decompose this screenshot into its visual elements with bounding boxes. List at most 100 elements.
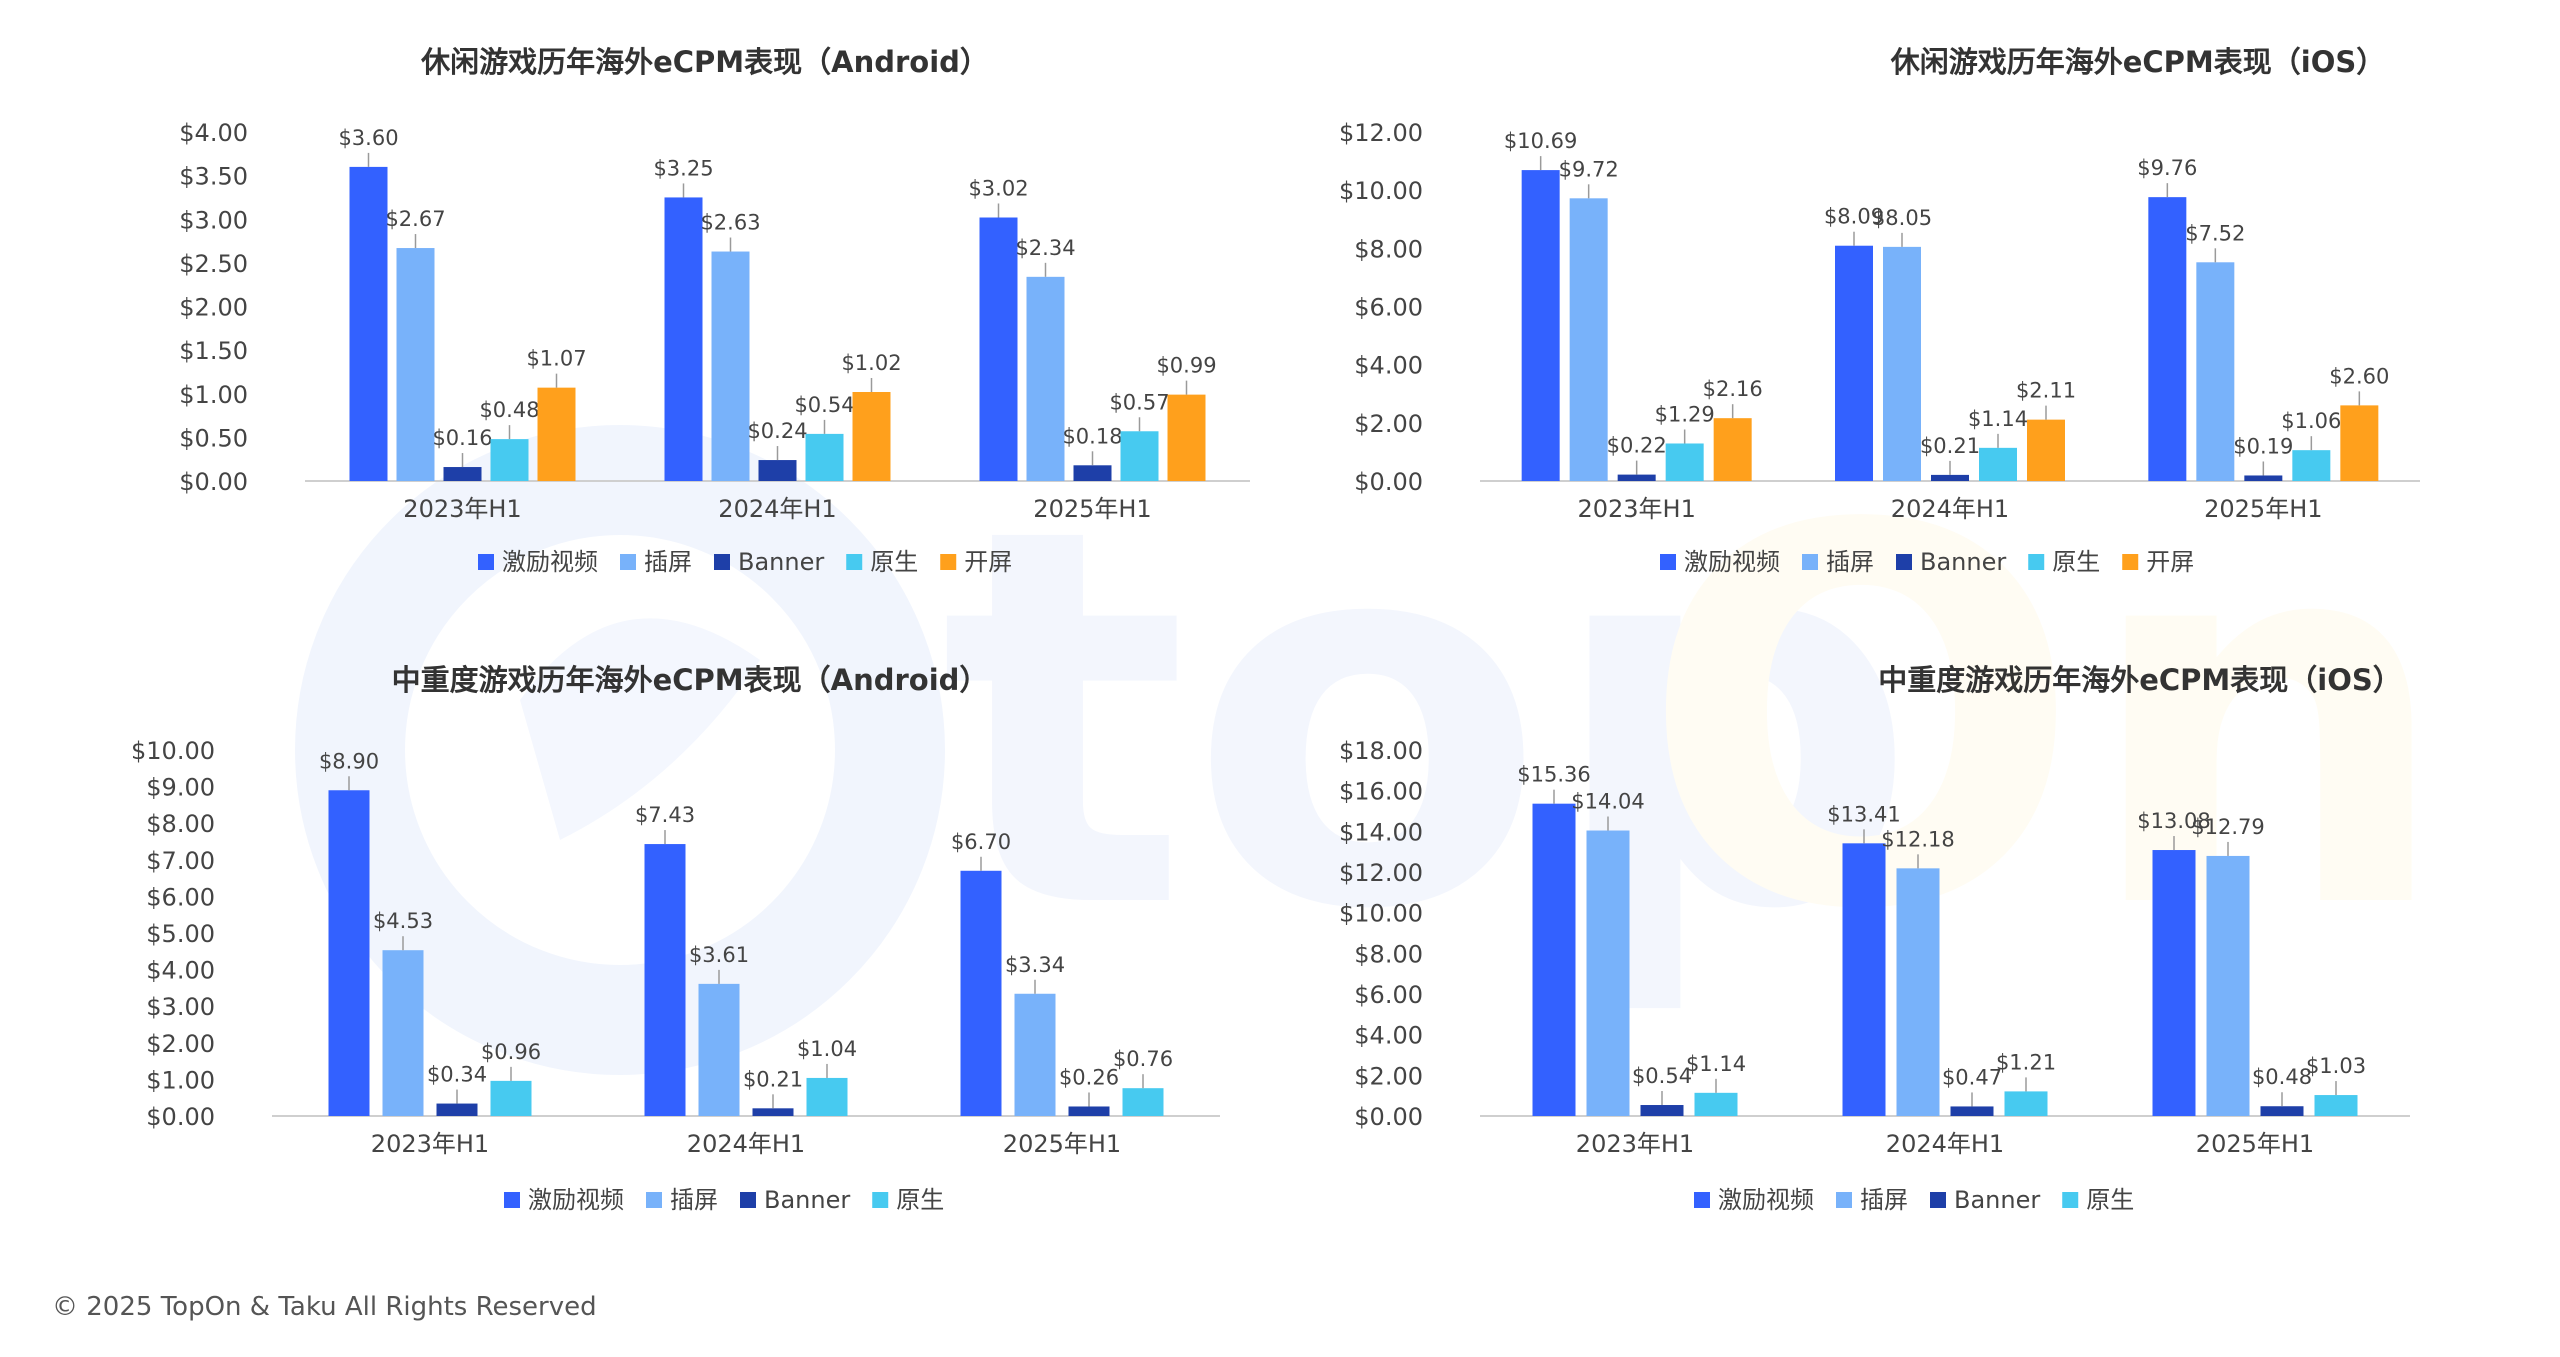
- y-tick-label: $8.00: [1354, 940, 1423, 968]
- y-tick-label: $10.00: [1339, 177, 1423, 205]
- data-label: $2.67: [385, 207, 445, 231]
- legend-swatch: [1896, 554, 1912, 570]
- data-label: $7.52: [2185, 221, 2245, 245]
- y-tick-label: $2.50: [179, 250, 248, 278]
- bar: [758, 460, 797, 481]
- data-label: $0.34: [427, 1063, 487, 1087]
- chart-midcore-ios-svg: 中重度游戏历年海外eCPM表现（iOS） $0.00 $2.00 $4.00 $6.00…: [1339, 663, 2410, 1214]
- legend-label: 激励视频: [502, 548, 598, 576]
- legend-swatch: [504, 1192, 520, 1208]
- bar: [1521, 170, 1560, 481]
- legend-swatch: [620, 554, 636, 570]
- legend-label: 原生: [2052, 548, 2100, 576]
- legend-swatch: [872, 1192, 889, 1208]
- x-tick-label: 2023年H1: [1576, 1130, 1694, 1158]
- data-label: $9.76: [2137, 156, 2197, 180]
- bar: [1120, 431, 1159, 481]
- bar: [2148, 197, 2187, 481]
- data-label: $3.60: [338, 126, 398, 150]
- legend-item: 开屏: [2122, 548, 2194, 576]
- x-tick-label: 2024年H1: [1886, 1130, 2004, 1158]
- legend-label: Banner: [764, 1186, 850, 1214]
- chart-midcore-ios: 中重度游戏历年海外eCPM表现（iOS） $0.00 $2.00 $4.00 $6.00…: [1280, 620, 2560, 1260]
- x-tick-label: 2025年H1: [2204, 495, 2322, 523]
- bar: [1073, 465, 1112, 481]
- legend-label: 插屏: [1860, 1186, 1908, 1214]
- data-label: $15.36: [1517, 763, 1590, 787]
- bar: [1713, 418, 1752, 481]
- legend-label: 开屏: [2146, 548, 2194, 576]
- data-label: $0.54: [794, 393, 854, 417]
- data-label: $1.21: [1996, 1050, 2056, 1074]
- data-label: $0.96: [481, 1040, 541, 1064]
- data-label: $6.70: [951, 830, 1011, 854]
- data-label: $14.04: [1571, 790, 1644, 814]
- data-label: $0.99: [1156, 354, 1216, 378]
- data-label: $0.76: [1113, 1047, 1173, 1071]
- bar: [2206, 855, 2250, 1116]
- bar: [1842, 843, 1886, 1116]
- legend-label: 原生: [870, 548, 918, 576]
- bar: [2340, 405, 2379, 481]
- legend-swatch: [940, 554, 957, 570]
- copyright-text: © 2025 TopOn & Taku All Rights Reserved: [52, 1292, 597, 1322]
- data-label: $0.21: [1920, 434, 1980, 458]
- bar: [328, 790, 370, 1116]
- y-tick-label: $5.00: [146, 920, 215, 948]
- y-tick-label: $8.00: [1354, 235, 1423, 263]
- data-label: $1.29: [1655, 402, 1715, 426]
- data-label: $9.72: [1559, 157, 1619, 181]
- y-tick-label: $10.00: [131, 737, 215, 765]
- bar: [1026, 276, 1065, 481]
- data-label: $0.18: [1062, 424, 1122, 448]
- x-tick-label: 2025年H1: [2196, 1130, 2314, 1158]
- bar: [752, 1108, 794, 1116]
- bar: [2152, 850, 2196, 1116]
- y-tick-label: $0.00: [1354, 468, 1423, 496]
- data-label: $13.08: [2137, 809, 2210, 833]
- legend-swatch: [1802, 554, 1818, 570]
- legend-item: 插屏: [1802, 548, 1874, 576]
- legend-label: Banner: [1920, 548, 2006, 576]
- bar: [349, 166, 388, 481]
- legend-item: Banner: [714, 548, 824, 576]
- chart-casual-ios-svg: 休闲游戏历年海外eCPM表现（iOS） $0.00 $2.00 $4.00 $6.00 $…: [1339, 45, 2420, 576]
- data-label: $0.47: [1942, 1065, 2002, 1089]
- chart-midcore-android-svg: 中重度游戏历年海外eCPM表现（Android） $0.00 $1.00 $2.00 $…: [131, 663, 1220, 1214]
- legend-swatch: [2122, 554, 2139, 570]
- data-label: $0.22: [1607, 434, 1667, 458]
- bar: [960, 870, 1002, 1116]
- legend-item: 激励视频: [478, 548, 598, 576]
- legend-label: 原生: [896, 1186, 944, 1214]
- bar: [1617, 474, 1656, 481]
- bar: [1569, 198, 1608, 481]
- bar: [1586, 830, 1630, 1116]
- chart-casual-ios: 休闲游戏历年海外eCPM表现（iOS） $0.00 $2.00 $4.00 $6.00 $…: [1280, 0, 2560, 620]
- bar: [1068, 1106, 1110, 1116]
- data-label: $3.34: [1005, 953, 1065, 977]
- legend: 激励视频 插屏 Banner 原生 开屏: [478, 548, 1012, 576]
- bar: [1950, 1106, 1994, 1116]
- legend-item: 原生: [2028, 548, 2100, 576]
- data-label: $1.02: [841, 351, 901, 375]
- data-label: $3.25: [653, 156, 713, 180]
- legend-swatch: [740, 1192, 756, 1208]
- data-label: $2.16: [1703, 377, 1763, 401]
- legend-label: 原生: [2086, 1186, 2134, 1214]
- data-label: $8.09: [1824, 205, 1884, 229]
- y-tick-label: $18.00: [1339, 737, 1423, 765]
- data-label: $2.34: [1015, 236, 1075, 260]
- legend-item: Banner: [1930, 1186, 2040, 1214]
- bar: [711, 251, 750, 481]
- legend: 激励视频 插屏 Banner 原生: [1694, 1186, 2134, 1214]
- data-label: $2.11: [2016, 379, 2076, 403]
- y-tick-label: $3.00: [179, 206, 248, 234]
- bar: [1835, 245, 1873, 481]
- legend-swatch: [646, 1192, 662, 1208]
- data-label: $3.02: [968, 177, 1028, 201]
- y-tick-label: $2.00: [179, 294, 248, 322]
- y-tick-label: $0.00: [1354, 1103, 1423, 1131]
- bar: [382, 950, 424, 1116]
- legend-swatch: [1930, 1192, 1946, 1208]
- bar: [2244, 475, 2283, 481]
